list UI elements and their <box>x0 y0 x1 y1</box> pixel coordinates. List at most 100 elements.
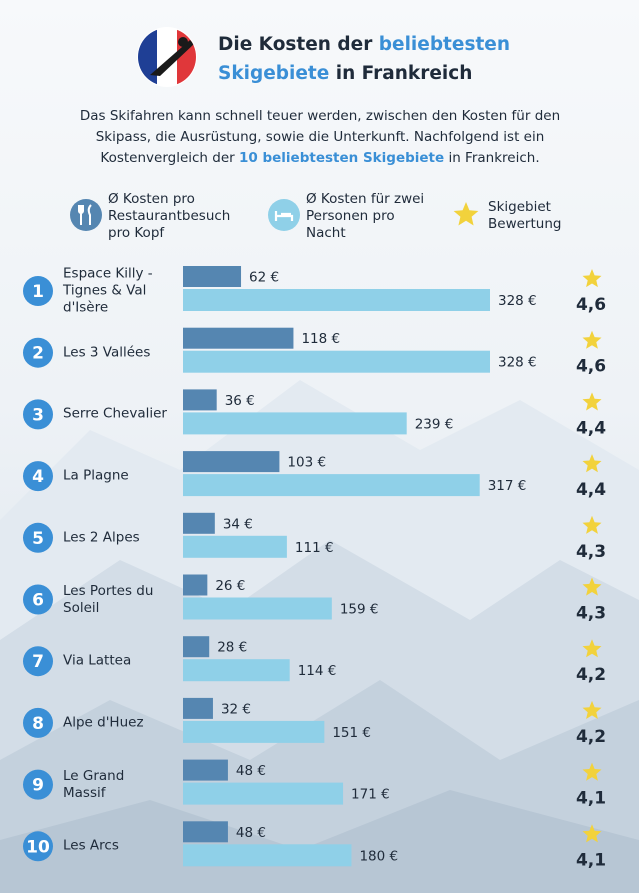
value-label: 118 € <box>301 331 340 347</box>
bar <box>183 720 325 743</box>
rating-label: 4,2 <box>576 727 606 747</box>
rank-number: 10 <box>26 837 50 857</box>
category-wrap: Les 3 Vallées <box>63 344 171 361</box>
bar <box>183 759 228 781</box>
value-label: 32 € <box>221 701 251 717</box>
rating-star <box>582 454 602 473</box>
intro: Das Skifahren kann schnell teuer werden,… <box>70 106 570 169</box>
rank-number: 3 <box>32 405 44 425</box>
bar <box>183 597 332 620</box>
category-wrap: Le Grand Massif <box>63 768 171 802</box>
value-label: 103 € <box>287 455 326 471</box>
value-label: 114 € <box>298 663 337 679</box>
rank-badge <box>23 399 53 430</box>
value-label: 111 € <box>295 540 334 556</box>
value-label: 26 € <box>215 578 245 594</box>
bar <box>183 574 208 596</box>
legend-glyph <box>78 204 92 225</box>
rank-number: 1 <box>32 282 44 302</box>
rank-badge <box>23 461 53 492</box>
rank-badge <box>23 584 53 615</box>
legend-text: Ø Kosten pro Restaurantbesuch pro Kopf <box>108 191 231 241</box>
category-wrap: Via Lattea <box>63 653 171 670</box>
intro-part: 10 beliebtesten Skigebiete <box>239 150 445 166</box>
intro-part: Das Skifahren kann schnell teuer werden,… <box>79 108 561 166</box>
bar <box>183 821 228 843</box>
value-label: 48 € <box>236 825 266 841</box>
legend-icon <box>70 199 102 231</box>
value-label: 328 € <box>498 293 537 309</box>
bar <box>183 659 290 682</box>
legend-label: Ø Kosten für zwei Personen pro Nacht <box>306 191 426 242</box>
value-label: 36 € <box>225 393 255 409</box>
category-wrap: Serre Chevalier <box>63 406 171 423</box>
rating-star <box>582 639 602 658</box>
category-label: Espace Killy - Tignes & Val d'Isère <box>63 265 153 316</box>
rating-label: 4,4 <box>576 418 606 438</box>
rank-number: 7 <box>32 652 44 672</box>
rank-number: 9 <box>32 776 44 796</box>
rating-star <box>582 824 602 843</box>
rank-number: 8 <box>32 714 44 734</box>
rating-label: 4,3 <box>576 542 606 562</box>
legend-glyph <box>274 211 294 221</box>
category-label: Les 2 Alpes <box>63 529 140 546</box>
rank-badge <box>23 831 53 862</box>
rating-label: 4,6 <box>576 357 606 377</box>
rating-star <box>582 762 602 781</box>
bar <box>183 697 213 719</box>
category-wrap: Espace Killy - Tignes & Val d'Isère <box>63 266 171 317</box>
title-part: Skigebiete <box>218 63 330 84</box>
value-label: 48 € <box>236 763 266 779</box>
bar <box>183 782 344 805</box>
bar <box>183 535 287 558</box>
legend-icon <box>453 202 479 226</box>
bar <box>183 844 352 867</box>
intro-part: in Frankreich. <box>444 150 540 166</box>
legend-text: Ø Kosten für zwei Personen pro Nacht <box>306 191 425 241</box>
value-label: 171 € <box>351 787 390 803</box>
category-wrap: Les Arcs <box>63 838 171 855</box>
category-wrap: La Plagne <box>63 468 171 485</box>
rating-star <box>582 515 602 534</box>
rank-badge <box>23 276 53 306</box>
bar <box>183 412 407 435</box>
title: Die Kosten der beliebtesten Skigebiete in… <box>218 30 538 88</box>
bar <box>183 289 490 311</box>
bar <box>183 512 215 534</box>
value-label: 328 € <box>498 355 537 371</box>
legend-text: Skigebiet Bewertung <box>488 199 562 232</box>
title-part: in Frankreich <box>335 63 473 84</box>
rating-label: 4,1 <box>576 789 606 809</box>
rank-badge <box>23 646 53 677</box>
bar <box>183 451 280 473</box>
bar <box>183 327 294 349</box>
category-label: Le Grand Massif <box>63 767 125 801</box>
rating-label: 4,1 <box>576 850 606 870</box>
category-label: Serre Chevalier <box>63 405 167 422</box>
category-wrap: Les Portes du Soleil <box>63 583 171 617</box>
value-label: 239 € <box>415 416 454 432</box>
rating-label: 4,3 <box>576 604 606 624</box>
rank-badge <box>23 707 53 738</box>
rating-label: 4,6 <box>576 295 606 315</box>
value-label: 28 € <box>217 640 247 656</box>
bar <box>183 474 480 497</box>
category-label: Les 3 Vallées <box>63 344 151 361</box>
rank-badge <box>23 769 53 800</box>
value-label: 62 € <box>249 270 279 286</box>
category-wrap: Alpe d'Huez <box>63 714 171 731</box>
rating-star <box>582 577 602 596</box>
rank-badge <box>23 522 53 553</box>
category-label: Les Arcs <box>63 837 119 854</box>
value-label: 151 € <box>332 725 371 741</box>
category-label: Alpe d'Huez <box>63 714 144 731</box>
value-label: 159 € <box>340 602 379 618</box>
bar <box>183 350 490 373</box>
category-label: Les Portes du Soleil <box>63 582 154 616</box>
rank-badge <box>23 337 53 368</box>
category-wrap: Les 2 Alpes <box>63 529 171 546</box>
